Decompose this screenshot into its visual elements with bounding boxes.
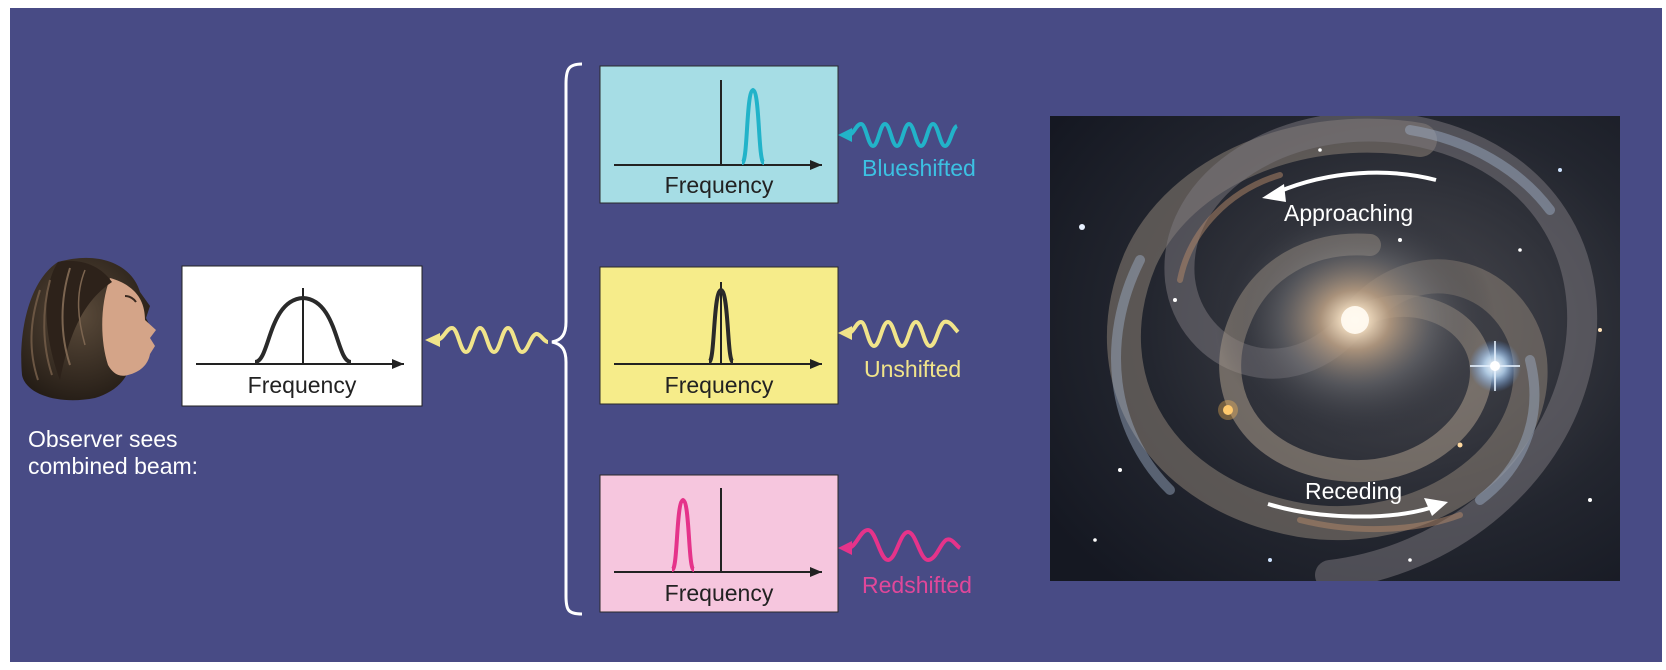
spiral-galaxy-image <box>1050 116 1620 581</box>
combined-frequency-label: Frequency <box>247 372 357 398</box>
redshifted-label: Redshifted <box>862 572 972 598</box>
combined-spectrum-plot <box>196 288 404 369</box>
observer-head-illustration <box>21 257 156 401</box>
approaching-arrow <box>1262 170 1437 202</box>
blueshift-spectrum-curve <box>740 87 766 165</box>
redshift-spectrum-curve <box>670 497 696 572</box>
receding-arrow <box>1267 498 1448 519</box>
blueshift-spectrum-plot <box>614 80 822 170</box>
blueshift-wave-arrow <box>838 121 959 149</box>
observer-caption-line1: Observer sees <box>28 426 178 452</box>
observer-caption: Observer sees combined beam: <box>28 426 198 480</box>
combined-spectrum-curve <box>254 295 352 364</box>
blueshift-spectrum-box <box>599 65 839 204</box>
blueshift-frequency-label: Frequency <box>664 172 774 198</box>
redshift-frequency-label: Frequency <box>664 580 774 606</box>
redshift-wave-arrow <box>838 527 962 563</box>
observer-caption-line2: combined beam: <box>28 453 199 479</box>
combined-wave-arrow <box>425 325 549 355</box>
redshift-spectrum-box <box>599 474 839 613</box>
unshifted-frequency-label: Frequency <box>664 372 774 398</box>
receding-label: Receding <box>1305 478 1403 504</box>
redshift-spectrum-plot <box>614 488 822 577</box>
unshifted-spectrum-curve <box>707 287 735 364</box>
blueshifted-label: Blueshifted <box>862 155 976 181</box>
combining-bracket <box>551 62 583 616</box>
unshifted-label: Unshifted <box>864 356 962 382</box>
unshifted-spectrum-plot <box>614 282 822 369</box>
unshifted-wave-arrow <box>838 319 960 349</box>
approaching-label: Approaching <box>1284 200 1414 226</box>
